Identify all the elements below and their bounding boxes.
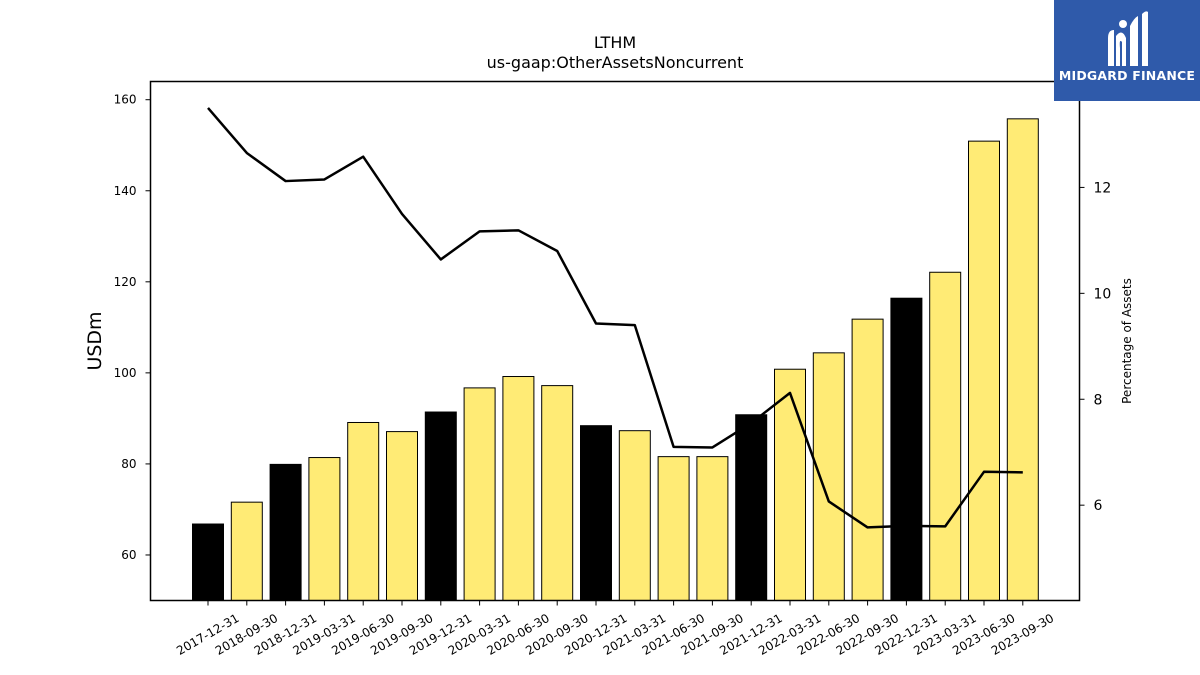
bar-2021-03-31 (618, 430, 651, 601)
bar-2023-09-30 (1006, 118, 1039, 602)
bar-2019-12-31 (424, 411, 457, 601)
midgard-finance-logo: MIDGARD FINANCE (1054, 0, 1200, 101)
bar-2019-06-30 (347, 421, 380, 601)
logo-mark-icon (1108, 11, 1148, 67)
bar-2018-09-30 (230, 501, 263, 601)
bar-2020-03-31 (463, 387, 496, 602)
bars-layer (192, 118, 1039, 602)
y2-axis: 6 8 10 12 (1079, 180, 1112, 514)
bar-2021-09-30 (696, 456, 729, 601)
y2-axis-label: Percentage of Assets (1120, 278, 1134, 404)
bar-2018-12-31 (269, 463, 302, 601)
bar-2017-12-31 (192, 523, 224, 602)
bar-2020-06-30 (502, 376, 535, 601)
bar-2019-03-31 (308, 457, 341, 601)
bar-2019-09-30 (386, 431, 418, 602)
line-layer (207, 107, 1023, 529)
chart-subtitle: us-gaap:OtherAssetsNoncurrent (487, 53, 744, 72)
bar-2022-06-30 (812, 352, 845, 602)
y-tick-label: 60 (121, 548, 136, 562)
y-tick-label: 80 (121, 457, 136, 471)
bar-2020-09-30 (541, 385, 574, 601)
y-tick-label: 100 (114, 366, 137, 380)
y-axis-label: USDm (84, 311, 106, 370)
bar-2021-06-30 (657, 456, 690, 601)
logo-text: MIDGARD FINANCE (1058, 68, 1196, 83)
y2-tick-label: 10 (1094, 286, 1112, 302)
bar-2020-12-31 (580, 425, 612, 602)
x-axis: 2017-12-312018-09-302018-12-312019-03-31… (174, 600, 1056, 658)
bar-2023-06-30 (968, 140, 1000, 602)
y2-tick-label: 8 (1094, 392, 1103, 408)
plot-frame (149, 80, 1081, 602)
y-tick-label: 160 (114, 93, 137, 107)
y2-tick-label: 12 (1094, 180, 1112, 196)
y2-tick-label: 6 (1094, 498, 1103, 514)
line-series-percentage-of-assets (207, 107, 1023, 529)
bar-2023-03-31 (929, 271, 962, 601)
bar-2022-03-31 (774, 368, 806, 601)
y-axis: 60 80 100 120 140 160 (114, 93, 151, 562)
bar-2022-12-31 (890, 297, 923, 601)
y-tick-label: 140 (114, 184, 137, 198)
bar-2022-09-30 (851, 318, 884, 601)
chart-title: LTHM (594, 33, 636, 52)
y-tick-label: 120 (114, 275, 137, 289)
bar-2021-12-31 (735, 414, 768, 601)
